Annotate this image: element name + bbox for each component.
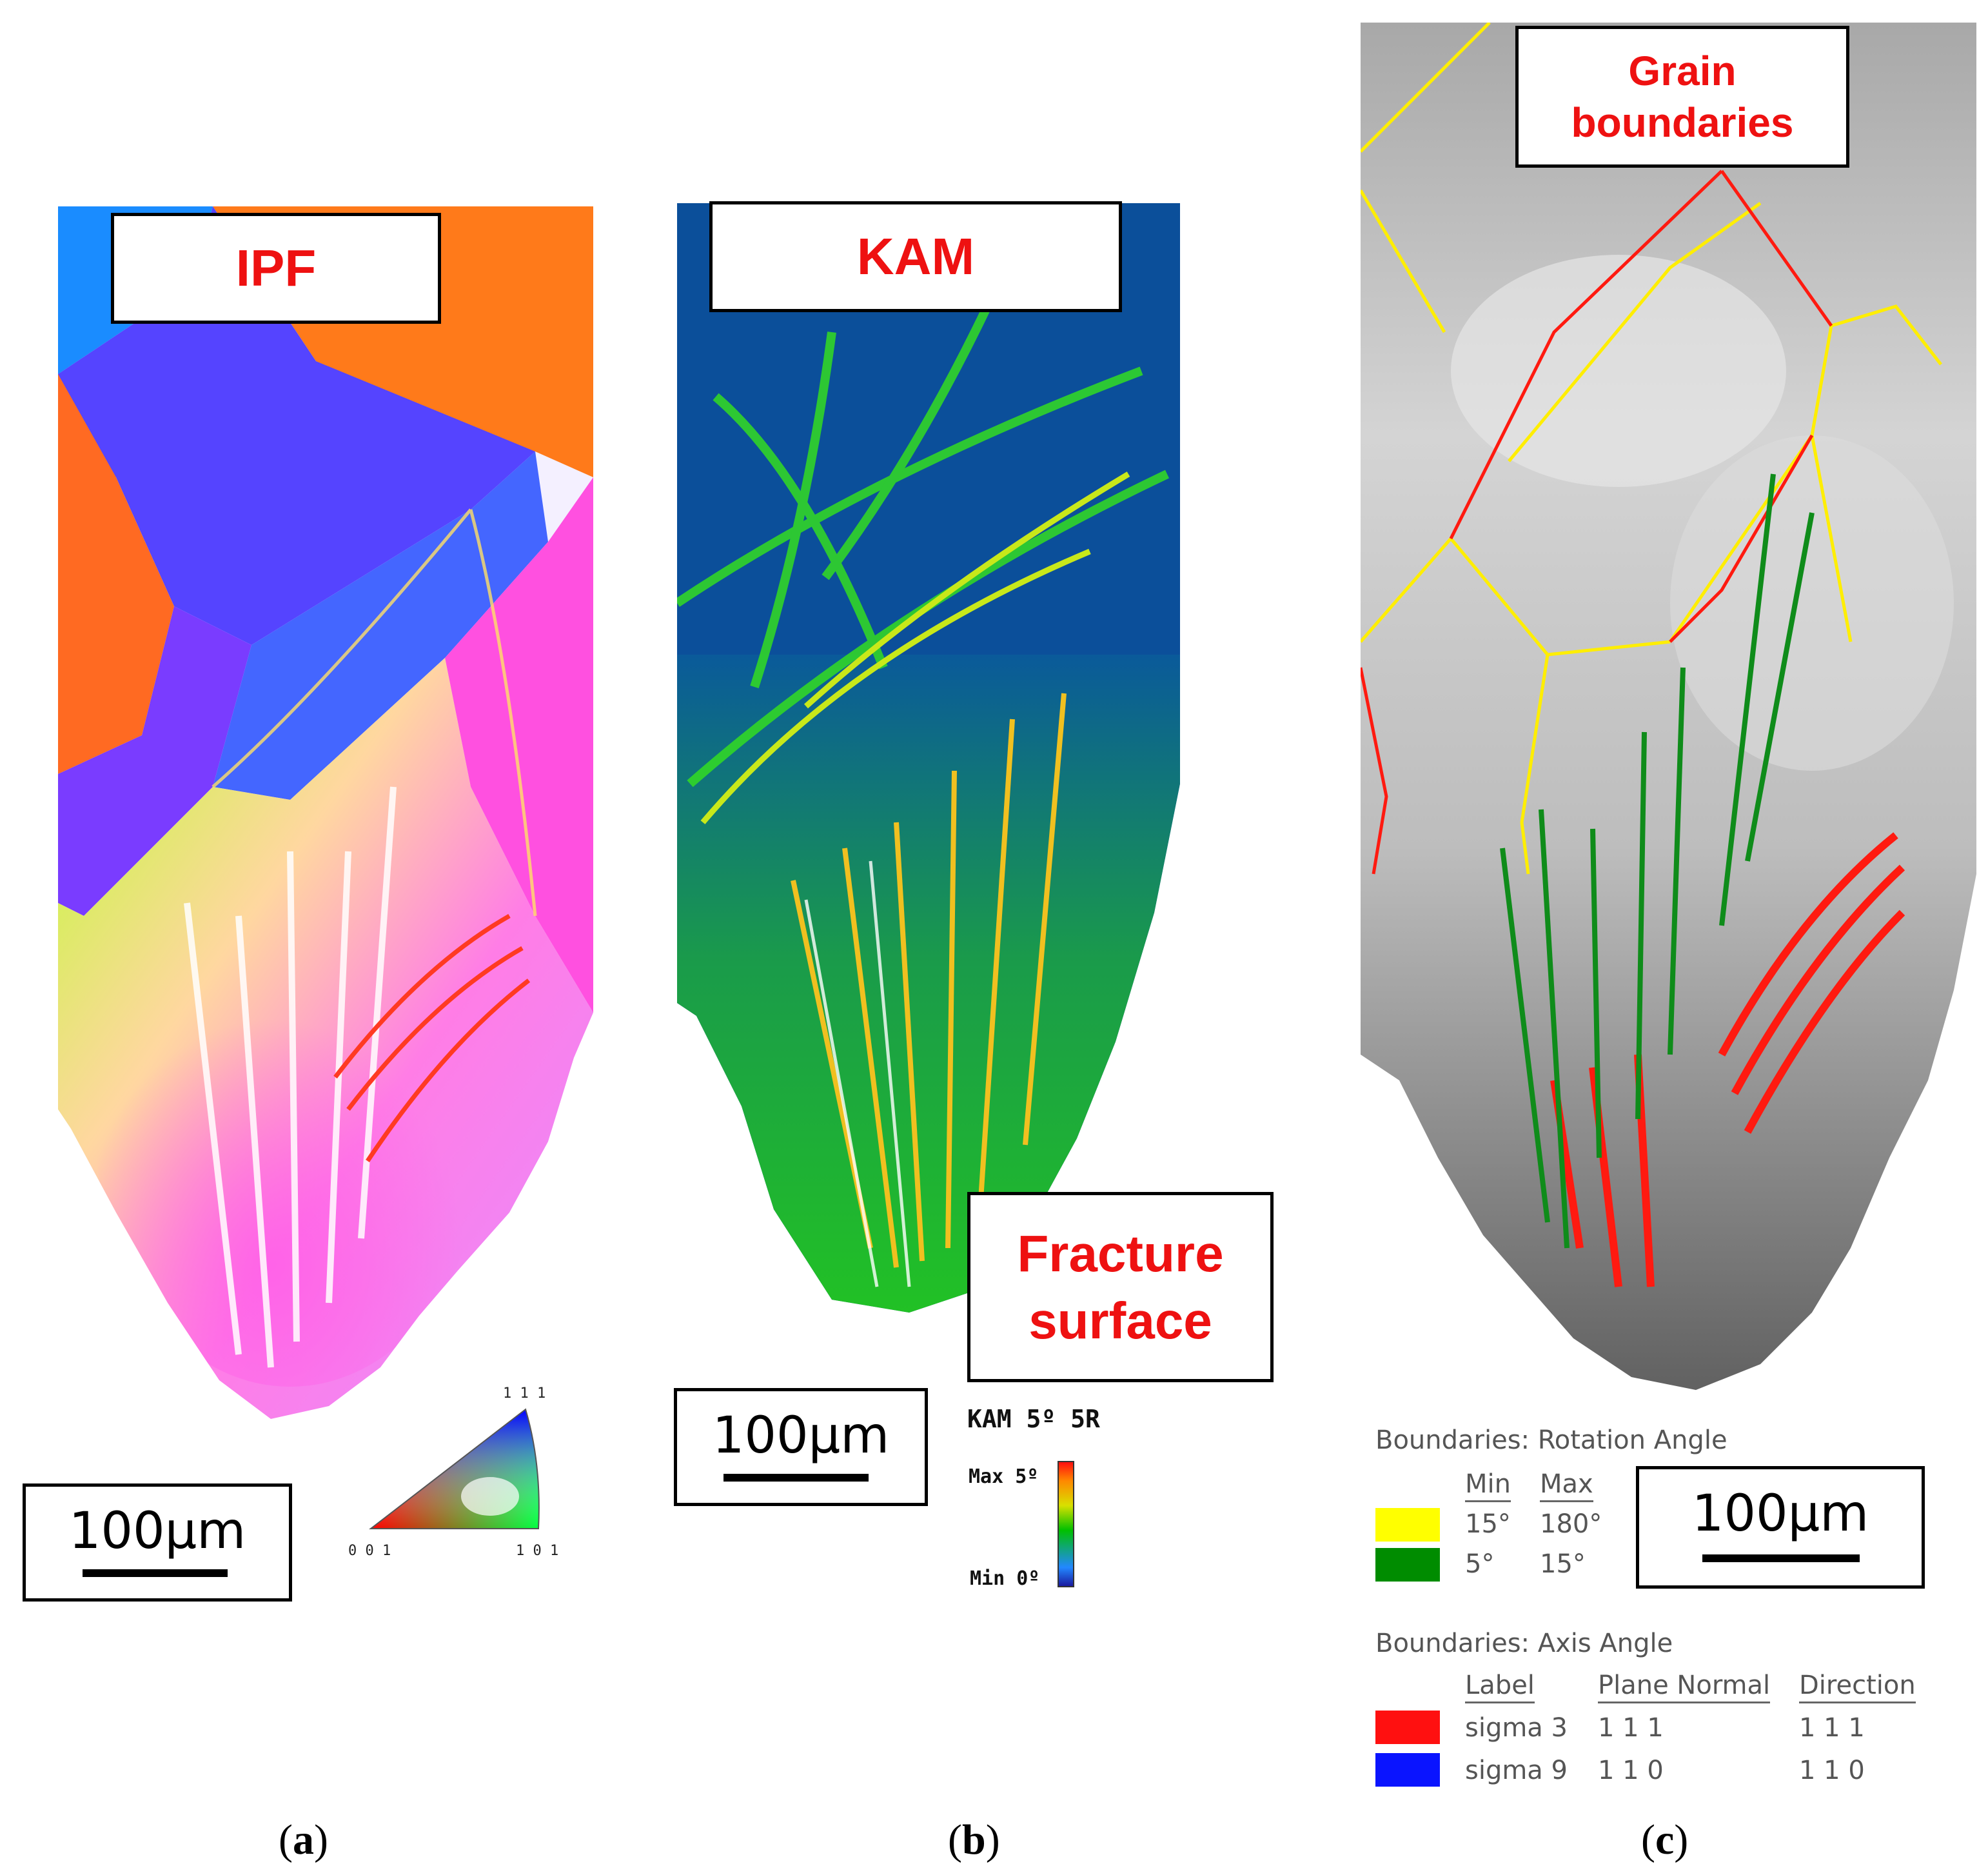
axis-legend-col-direction: Direction bbox=[1799, 1671, 1916, 1703]
axis-row1-direction: 1 1 1 bbox=[1799, 1713, 1865, 1743]
axis-row2-label: sigma 9 bbox=[1465, 1756, 1568, 1785]
kam-scale-line bbox=[723, 1474, 869, 1482]
rotation-swatch-yellow bbox=[1375, 1508, 1440, 1542]
rotation-legend-heading: Boundaries: Rotation Angle bbox=[1375, 1425, 1727, 1455]
caption-b: (b) bbox=[948, 1816, 1000, 1863]
kam-legend-title: KAM 5º 5R bbox=[967, 1405, 1100, 1433]
axis-row2-direction: 1 1 0 bbox=[1799, 1756, 1865, 1785]
rotation-swatch-green bbox=[1375, 1548, 1440, 1582]
kam-title-box: KAM bbox=[709, 201, 1122, 312]
fracture-surface-line1: Fracture bbox=[1017, 1224, 1224, 1282]
axis-row1-plane: 1 1 1 bbox=[1598, 1713, 1664, 1743]
ipf-key-left-label: 0 0 1 bbox=[348, 1543, 391, 1559]
kam-legend-colorbar bbox=[1058, 1461, 1074, 1587]
kam-legend-max: Max 5º bbox=[969, 1465, 1039, 1488]
kam-map bbox=[677, 203, 1180, 1313]
kam-scale-label: 100µm bbox=[712, 1407, 890, 1465]
caption-c: (c) bbox=[1641, 1816, 1689, 1863]
ipf-map bbox=[58, 206, 593, 1419]
axis-legend-col-plane: Plane Normal bbox=[1598, 1671, 1771, 1703]
ipf-scale-bar-box: 100µm bbox=[23, 1483, 292, 1602]
fracture-surface-line2: surface bbox=[1028, 1291, 1212, 1349]
ipf-scale-line bbox=[83, 1569, 228, 1577]
axis-row1-label: sigma 3 bbox=[1465, 1713, 1568, 1743]
axis-legend-heading: Boundaries: Axis Angle bbox=[1375, 1629, 1673, 1658]
rotation-legend-col-max: Max bbox=[1540, 1469, 1593, 1502]
axis-legend-col-label: Label bbox=[1465, 1671, 1535, 1703]
kam-legend-min: Min 0º bbox=[970, 1567, 1040, 1590]
ipf-title-box: IPF bbox=[111, 213, 441, 324]
ipf-title: IPF bbox=[235, 239, 317, 297]
grain-boundaries-title-box: Grain boundaries bbox=[1515, 26, 1849, 168]
gb-scale-bar-box: 100µm bbox=[1636, 1466, 1925, 1589]
rotation-row1-min: 15° bbox=[1465, 1509, 1511, 1539]
rotation-legend-col-min: Min bbox=[1465, 1469, 1511, 1502]
ipf-key-top-label: 1 1 1 bbox=[503, 1385, 546, 1402]
grain-boundaries-line1: Grain bbox=[1628, 48, 1737, 94]
axis-row2-plane: 1 1 0 bbox=[1598, 1756, 1664, 1785]
ipf-color-key bbox=[369, 1408, 540, 1529]
gb-scale-label: 100µm bbox=[1691, 1485, 1869, 1543]
ipf-scale-label: 100µm bbox=[68, 1502, 246, 1560]
kam-title: KAM bbox=[856, 228, 975, 285]
rotation-row2-min: 5° bbox=[1465, 1549, 1495, 1579]
rotation-row1-max: 180° bbox=[1540, 1509, 1602, 1539]
ipf-key-right-label: 1 0 1 bbox=[516, 1543, 559, 1559]
caption-a: (a) bbox=[279, 1816, 328, 1863]
axis-swatch-blue bbox=[1375, 1753, 1440, 1787]
grain-boundary-map bbox=[1361, 23, 1976, 1390]
grain-boundaries-line2: boundaries bbox=[1571, 99, 1794, 146]
axis-swatch-red bbox=[1375, 1711, 1440, 1744]
kam-scale-bar-box: 100µm bbox=[674, 1388, 928, 1506]
fracture-surface-box: Fracture surface bbox=[967, 1192, 1274, 1382]
rotation-row2-max: 15° bbox=[1540, 1549, 1586, 1579]
gb-scale-line bbox=[1702, 1554, 1860, 1562]
